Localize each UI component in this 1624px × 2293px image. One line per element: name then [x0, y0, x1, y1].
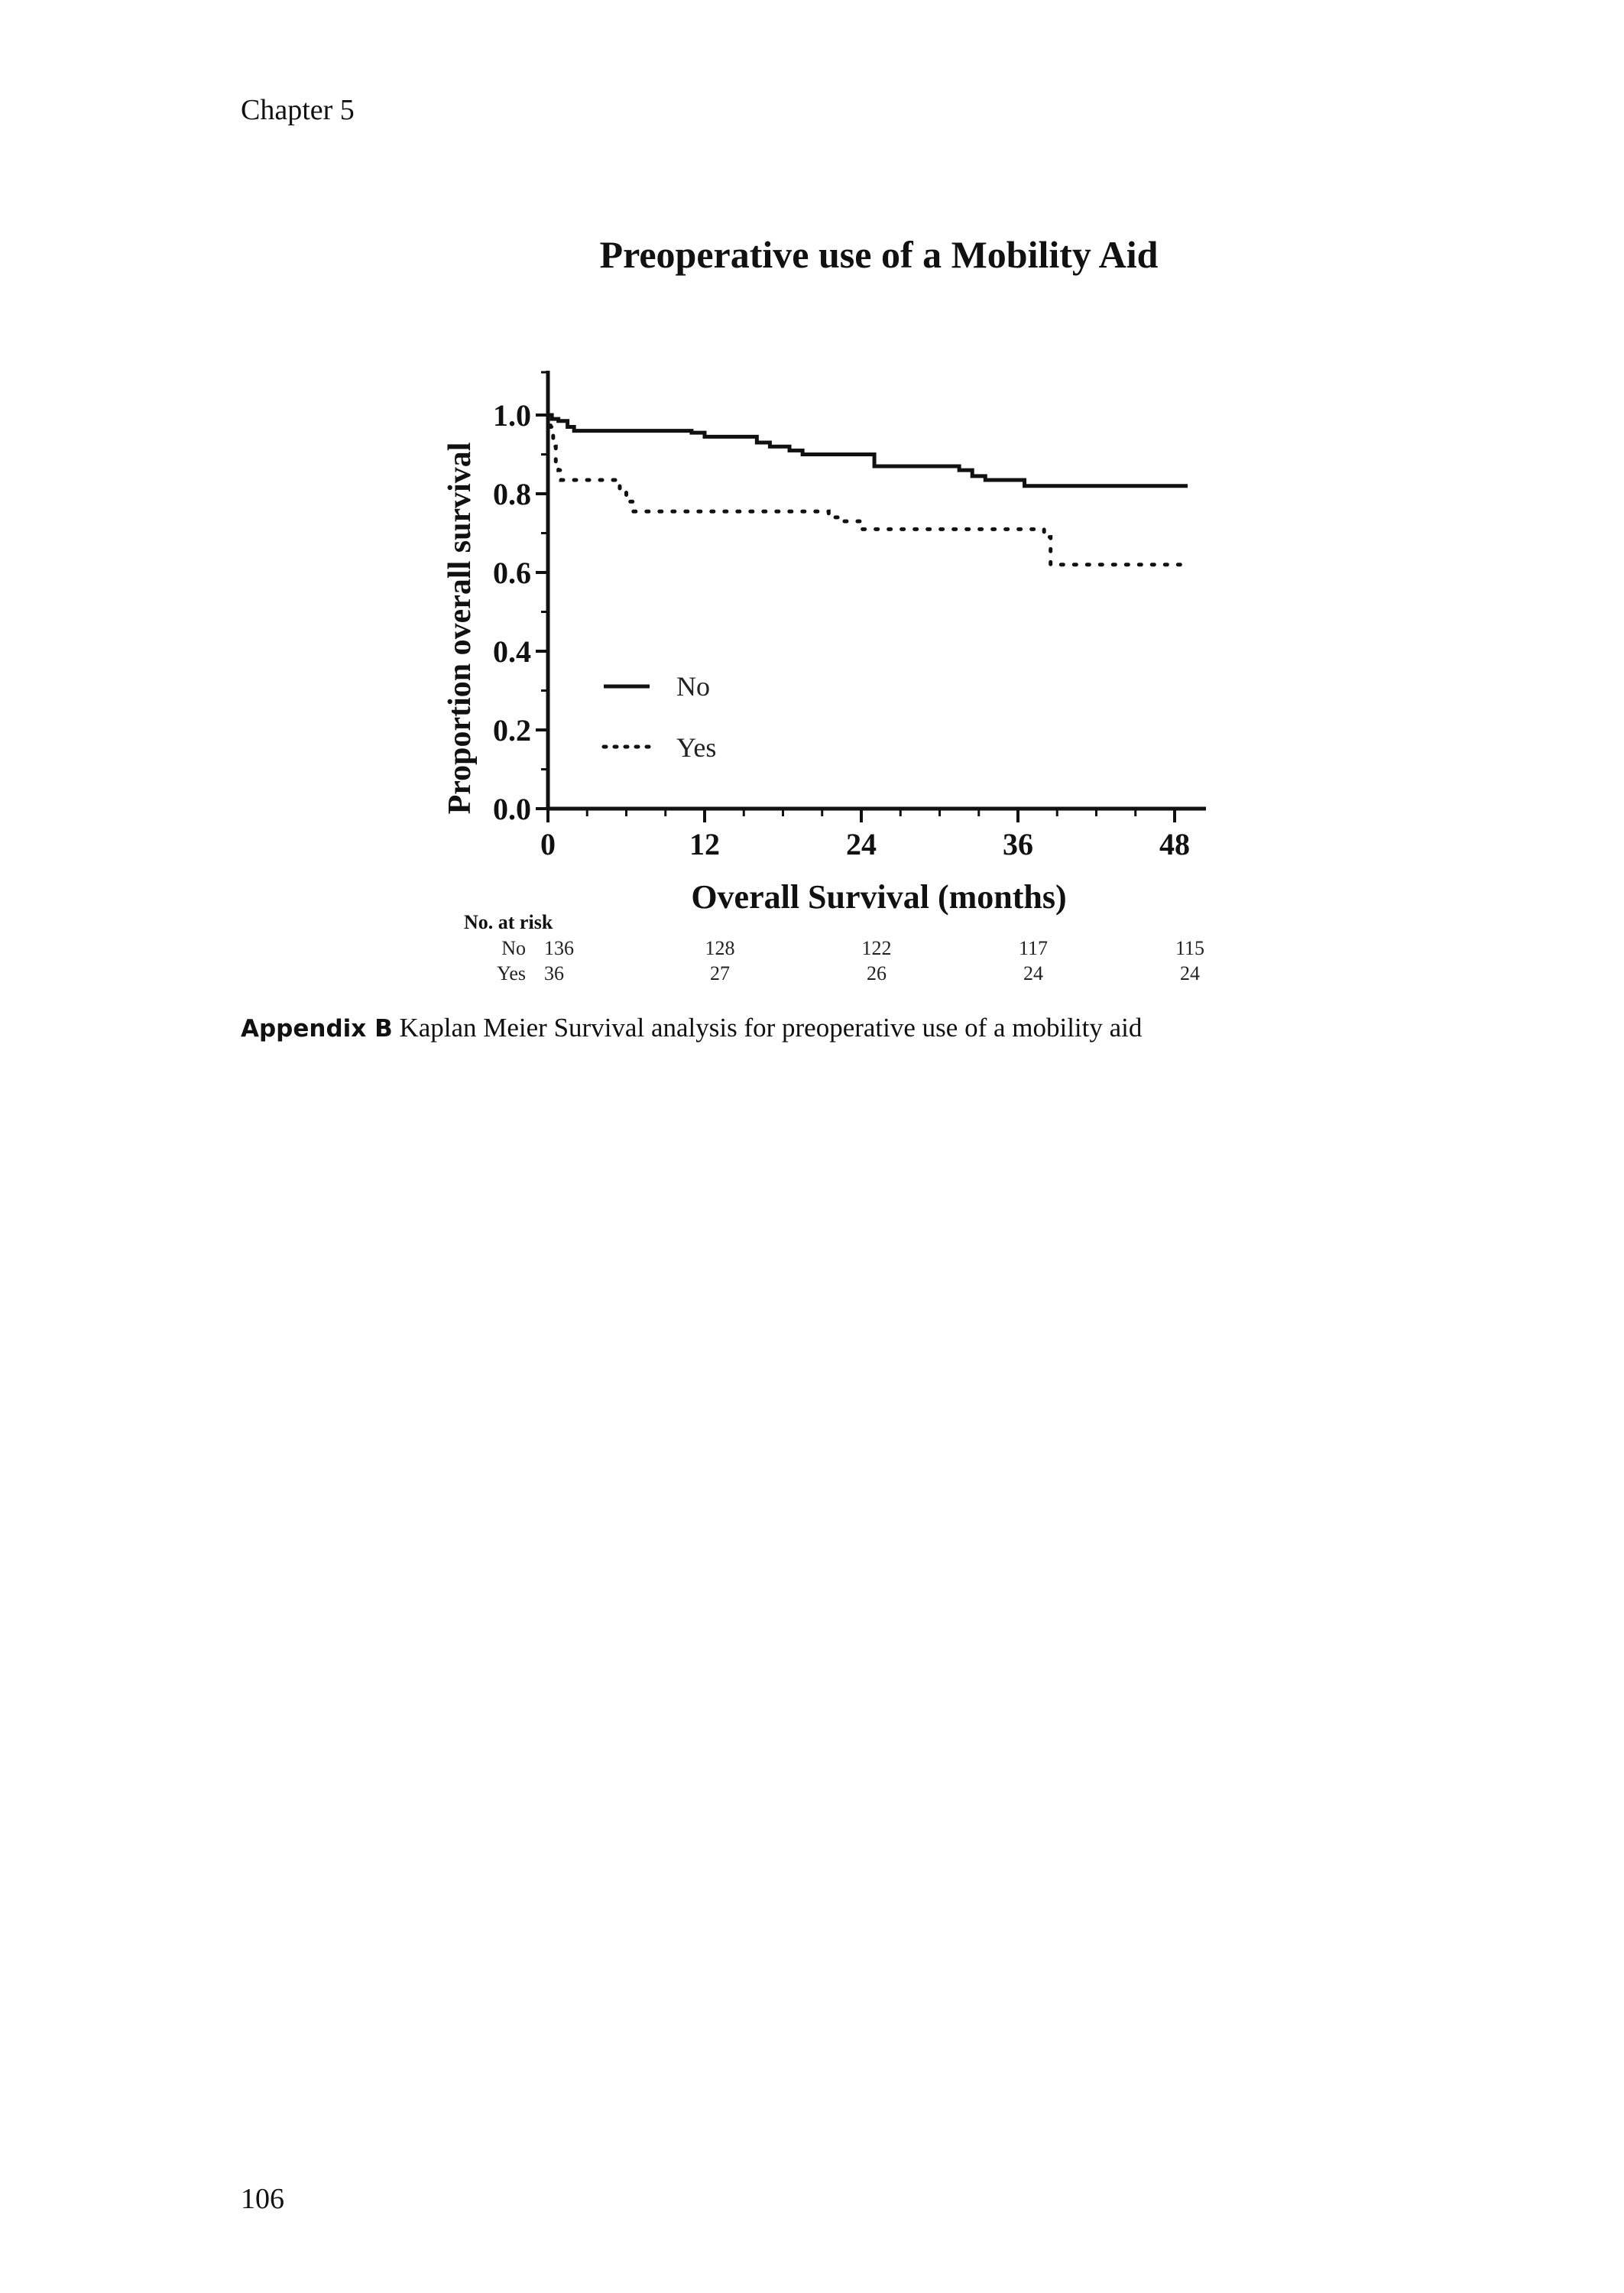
risk-cell: 36 — [544, 962, 564, 984]
page-number: 106 — [241, 2183, 284, 2215]
risk-cell: 122 — [862, 937, 892, 959]
y-axis-label: Proportion overall survival — [442, 443, 478, 815]
legend-label-yes: Yes — [676, 732, 716, 763]
caption-text: Kaplan Meier Survival analysis for preop… — [392, 1013, 1143, 1043]
risk-table-rows: No 136 128 122 117 115 Yes 36 27 26 24 24 — [497, 937, 1204, 984]
legend-label-no: No — [676, 671, 710, 702]
risk-cell: 117 — [1019, 937, 1048, 959]
running-head: Chapter 5 — [241, 94, 355, 126]
risk-table: No. at risk No 136 128 122 117 115 Yes 36 27 26 24… — [464, 911, 1204, 984]
x-tick-label: 48 — [1159, 827, 1190, 861]
risk-row-label: Yes — [497, 962, 526, 984]
risk-cell: 26 — [867, 962, 887, 984]
x-tick-label: 12 — [689, 827, 720, 861]
risk-table-header: No. at risk — [464, 911, 553, 933]
chart-title: Preoperative use of a Mobility Aid — [600, 233, 1159, 276]
y-tick-label: 0.2 — [493, 713, 531, 748]
survival-curve-no — [548, 413, 1188, 488]
survival-curves — [546, 413, 1188, 567]
y-tick-label: 0.8 — [493, 477, 531, 511]
figure-caption: Appendix B Kaplan Meier Survival analysi… — [241, 1013, 1387, 1043]
x-tick-label: 24 — [846, 827, 877, 861]
x-tick-label: 36 — [1003, 827, 1033, 861]
risk-cell: 115 — [1175, 937, 1204, 959]
risk-cell: 27 — [710, 962, 730, 984]
chart-axes: 0.0 0.2 0.4 0.6 0.8 1.0 0 12 24 36 48 — [493, 371, 1206, 861]
caption-label: Appendix B — [241, 1015, 393, 1043]
risk-cell: 24 — [1180, 962, 1200, 984]
y-tick-label: 1.0 — [493, 398, 531, 433]
kaplan-meier-figure: Preoperative use of a Mobility Aid Propo… — [442, 233, 1206, 984]
survival-curve-yes — [546, 413, 1184, 567]
risk-cell: 136 — [544, 937, 574, 959]
x-tick-label: 0 — [540, 827, 556, 861]
risk-row-label: No — [501, 937, 526, 959]
risk-cell: 24 — [1023, 962, 1043, 984]
y-tick-label: 0.0 — [493, 792, 531, 826]
x-axis-label: Overall Survival (months) — [691, 878, 1066, 916]
y-tick-label: 0.6 — [493, 556, 531, 590]
risk-cell: 128 — [705, 937, 735, 959]
legend: No Yes — [601, 671, 716, 763]
y-tick-label: 0.4 — [493, 634, 531, 669]
